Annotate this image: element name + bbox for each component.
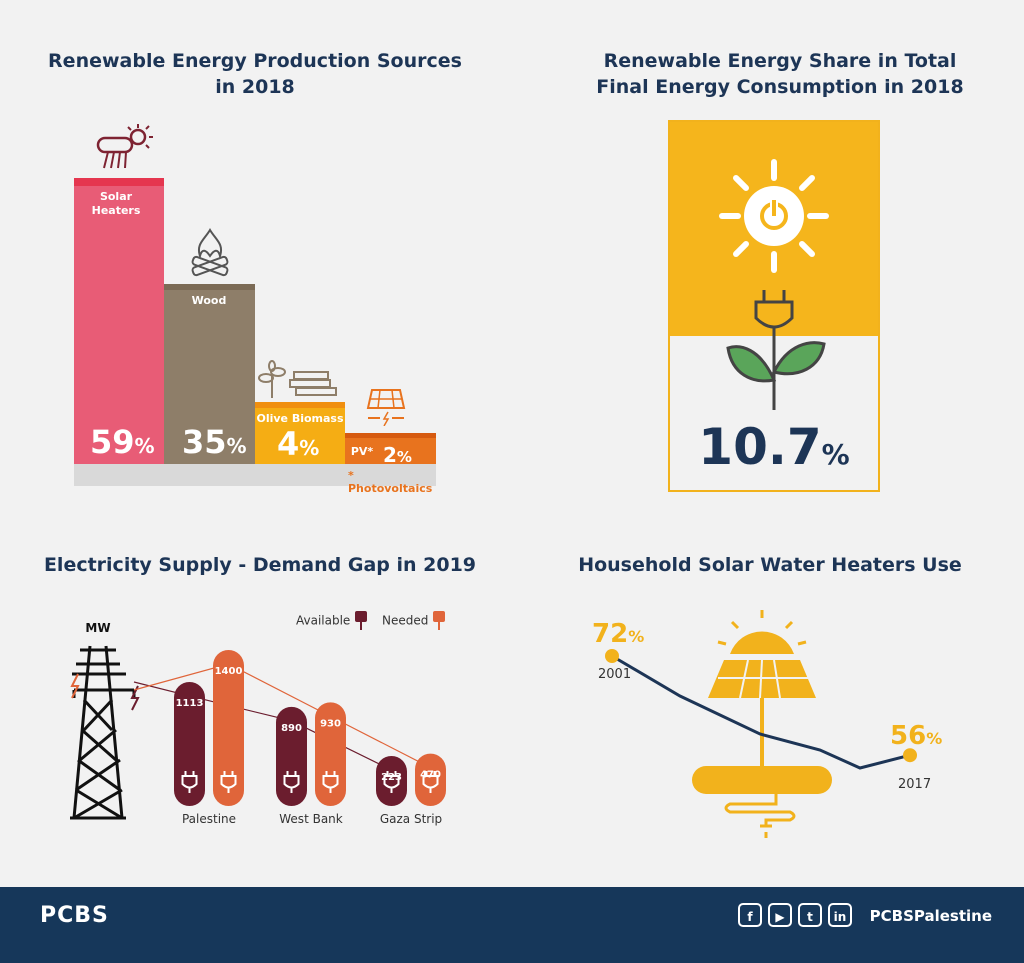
heaters-chart: 72% 2001 56% 2017: [592, 610, 942, 838]
gap-bar-available-2: [376, 756, 407, 806]
value-solar-num: 59: [90, 423, 135, 461]
social-handle[interactable]: PCBSPalestine: [869, 907, 992, 925]
plug-icon: [220, 771, 237, 793]
share-value-unit: %: [821, 438, 850, 471]
lightning-icon: [70, 673, 80, 699]
legend-available: Available: [296, 609, 368, 631]
value-pv-num: 2: [383, 443, 397, 467]
linkedin-icon[interactable]: in: [828, 903, 852, 927]
bar-solar-heaters: Solar Heaters 59%: [74, 178, 164, 464]
production-title-line2: in 2018: [215, 76, 295, 98]
share-value-number: 10.7: [698, 418, 822, 476]
bar-wood: Wood 35%: [164, 284, 255, 464]
bar-value-pv: 2%: [383, 443, 412, 467]
bar-value-wood: 35%: [182, 423, 247, 461]
plug-icon: [181, 771, 198, 793]
gap-value-needed-0: 1400: [215, 666, 243, 677]
legend-needed: Needed: [382, 611, 446, 631]
power-pylon-icon: [70, 645, 136, 820]
plug-orange-icon: [433, 611, 446, 630]
share-title: Renewable Energy Share in Total Final En…: [580, 48, 980, 100]
wire-available: [133, 681, 392, 771]
bar-pv: PV* 2%: [345, 433, 436, 467]
sun-power-icon: [719, 159, 829, 410]
heaters-end-point: [903, 748, 917, 763]
bar-value-olive: 4%: [277, 425, 320, 463]
bar-olive-biomass: Olive Biomass 4%: [255, 402, 345, 464]
gap-category-label: Palestine: [182, 812, 236, 826]
gap-category-label: Gaza Strip: [380, 812, 442, 826]
footer: PCBS f ▶ t in PCBSPalestine: [0, 887, 1024, 963]
heaters-start-point: [605, 649, 619, 663]
heaters-start-year: 2001: [598, 667, 631, 682]
production-chart: Solar Heaters 59% Wood 35% Olive Biomass…: [74, 120, 436, 495]
share-card: 10.7%: [668, 120, 880, 492]
bar-value-solar: 59%: [90, 423, 155, 461]
share-title-line2: Final Energy Consumption in 2018: [596, 76, 964, 98]
youtube-icon[interactable]: ▶: [768, 903, 792, 927]
share-title-line1: Renewable Energy Share in Total: [603, 50, 957, 72]
gap-value-available-0: 1113: [176, 698, 204, 709]
heaters-title: Household Solar Water Heaters Use: [578, 554, 962, 576]
gap-value-available-1: 890: [281, 723, 302, 734]
gap-bar-needed-2: [415, 753, 446, 806]
gap-bar-needed-0: [213, 650, 244, 806]
production-title: Renewable Energy Production Sources in 2…: [40, 48, 470, 100]
gap-value-available-2: 223: [381, 772, 402, 783]
solar-water-heater-icon: [692, 610, 832, 838]
gap-bar-available-0: [174, 681, 205, 806]
legend-available-label: Available: [296, 613, 351, 628]
heaters-end-value: 56%: [890, 721, 942, 751]
wood-fire-icon: [191, 228, 229, 277]
wire-needed: [133, 663, 431, 769]
olive-biomass-icon: [258, 360, 337, 398]
solar-heater-icon: [96, 124, 153, 169]
plug-icon: [322, 771, 339, 793]
gap-category-label: West Bank: [279, 812, 343, 826]
lightning-icon-2: [130, 685, 140, 711]
heaters-trend-line: [611, 654, 911, 770]
twitter-icon[interactable]: t: [798, 903, 822, 927]
facebook-icon[interactable]: f: [738, 903, 762, 927]
bar-label-solar: Solar Heaters: [91, 190, 141, 217]
plug-icon: [383, 771, 400, 793]
heaters-start-value: 72%: [592, 619, 644, 649]
gap-title: Electricity Supply - Demand Gap in 2019: [43, 554, 477, 576]
share-value: 10.7%: [670, 418, 878, 476]
gap-value-needed-1: 930: [320, 718, 341, 729]
chart-baseline: [74, 464, 436, 486]
bar-label-olive: Olive Biomass: [256, 412, 344, 425]
pcbs-logo[interactable]: PCBS: [40, 903, 109, 928]
legend-needed-label: Needed: [382, 613, 429, 628]
heaters-end-year: 2017: [898, 777, 931, 792]
plug-dark-icon: [355, 609, 368, 630]
value-wood-num: 35: [182, 423, 227, 461]
solar-panel-icon: [366, 389, 406, 426]
footnote-photovoltaics: * Photovoltaics: [348, 469, 433, 495]
social-icons: f ▶ t in: [738, 903, 852, 927]
mw-label: MW: [85, 621, 110, 635]
bar-label-pv: PV*: [350, 445, 374, 458]
production-title-line1: Renewable Energy Production Sources: [48, 50, 462, 72]
plug-icon: [422, 771, 439, 793]
bar-label-wood: Wood: [191, 294, 227, 307]
plug-icon: [283, 771, 300, 793]
value-olive-num: 4: [277, 425, 300, 463]
